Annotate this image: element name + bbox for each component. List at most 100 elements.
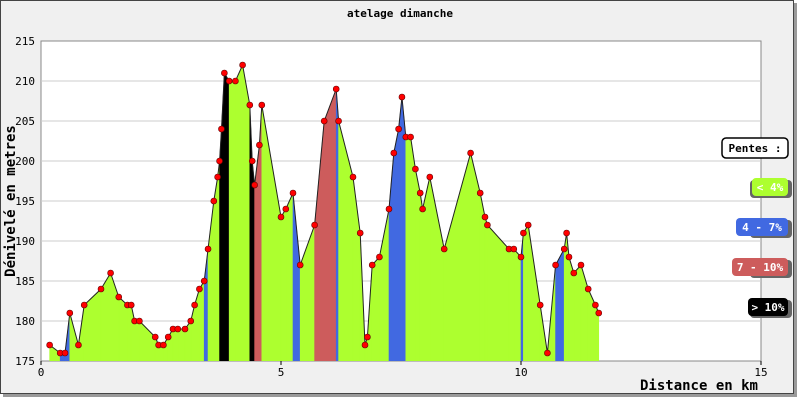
data-point: [395, 125, 402, 133]
data-markers: [46, 61, 603, 357]
data-point: [214, 173, 221, 181]
data-point: [289, 189, 297, 197]
slope-legend: Pentes : < 4% 4 - 7% 7 - 10% > 10%: [721, 137, 792, 318]
legend-label: < 4%: [757, 181, 784, 194]
data-point: [332, 85, 340, 93]
data-point: [364, 333, 371, 341]
data-point: [75, 341, 82, 349]
slope-segment: [177, 328, 186, 361]
data-point: [136, 317, 143, 325]
data-point: [419, 205, 426, 213]
data-point: [115, 293, 123, 301]
data-point: [517, 253, 525, 261]
slope-segment: [523, 223, 529, 361]
data-point: [164, 333, 172, 341]
data-point: [407, 133, 414, 141]
slope-segment: [242, 64, 251, 361]
slope-segment: [323, 88, 337, 361]
data-point: [191, 301, 198, 309]
data-point: [412, 165, 419, 173]
data-point: [127, 301, 135, 309]
legend-label: 7 - 10%: [737, 261, 784, 274]
y-tick-label: 175: [15, 355, 35, 368]
data-point: [398, 93, 406, 101]
data-point: [592, 301, 599, 309]
slope-segment: [419, 192, 423, 361]
x-tick-label: 15: [754, 366, 767, 379]
y-tick-label: 210: [15, 75, 35, 88]
chart-title: atelage dimanche: [347, 7, 453, 20]
y-tick-label: 185: [15, 275, 35, 288]
data-point: [196, 285, 203, 293]
slope-segment: [285, 192, 294, 361]
slope-segment: [213, 176, 218, 361]
y-tick-label: 215: [15, 35, 35, 48]
x-tick-label: 10: [514, 366, 527, 379]
data-point: [390, 149, 398, 157]
data-point: [277, 213, 285, 221]
data-point: [311, 221, 318, 229]
y-tick-label: 200: [15, 155, 35, 168]
legend-label: > 10%: [751, 301, 784, 314]
slope-segment: [371, 256, 380, 361]
legend-label: 4 - 7%: [742, 221, 782, 234]
slope-segment: [405, 136, 411, 361]
data-point: [210, 197, 218, 205]
y-axis-title: Dénivelé en metres: [3, 125, 19, 277]
data-point: [524, 221, 532, 229]
data-point: [552, 261, 559, 269]
slope-segment: [280, 207, 287, 361]
slope-segment: [251, 160, 255, 361]
data-point: [544, 349, 551, 357]
slope-segment: [134, 320, 140, 361]
slope-segment: [172, 328, 179, 361]
slope-segment: [508, 248, 515, 361]
data-point: [66, 309, 74, 317]
data-point: [484, 221, 491, 229]
slope-segment: [224, 71, 230, 361]
data-point: [218, 125, 225, 133]
data-point: [584, 285, 592, 293]
x-tick-label: 5: [278, 366, 285, 379]
data-point: [251, 181, 258, 189]
data-point: [61, 349, 69, 357]
data-point: [225, 77, 233, 85]
slope-segment: [199, 279, 205, 361]
x-tick-label: 0: [38, 366, 45, 379]
data-point: [80, 301, 88, 309]
data-point: [296, 261, 304, 269]
slope-segment: [398, 96, 403, 361]
data-point: [181, 325, 189, 333]
slope-segment: [235, 64, 243, 361]
data-point: [320, 117, 328, 125]
axis-ticks: 175 180 185 190 195 200 205 210 215 0 5 10 15: [15, 35, 768, 379]
slope-segment: [415, 168, 421, 361]
data-point: [476, 189, 484, 197]
data-point: [536, 301, 544, 309]
data-point: [570, 269, 578, 277]
slope-segment: [513, 248, 522, 361]
data-point: [258, 101, 266, 109]
data-point: [248, 157, 256, 165]
data-point: [467, 149, 474, 157]
legend-swatch: [748, 298, 788, 316]
data-point: [595, 309, 603, 317]
legend-swatch: [736, 218, 788, 236]
data-point: [204, 245, 212, 253]
data-point: [151, 333, 159, 341]
data-point: [107, 269, 114, 277]
data-point: [376, 253, 383, 261]
data-point: [356, 229, 364, 237]
data-point: [368, 261, 376, 269]
y-tick-label: 180: [15, 315, 35, 328]
data-point: [232, 77, 239, 85]
slope-segment: [335, 88, 339, 361]
legend-swatch: [752, 178, 788, 196]
data-point: [440, 245, 448, 253]
data-point: [510, 245, 518, 253]
data-point: [97, 285, 105, 293]
data-point: [239, 61, 246, 69]
data-point: [216, 157, 223, 165]
data-point: [481, 213, 489, 221]
